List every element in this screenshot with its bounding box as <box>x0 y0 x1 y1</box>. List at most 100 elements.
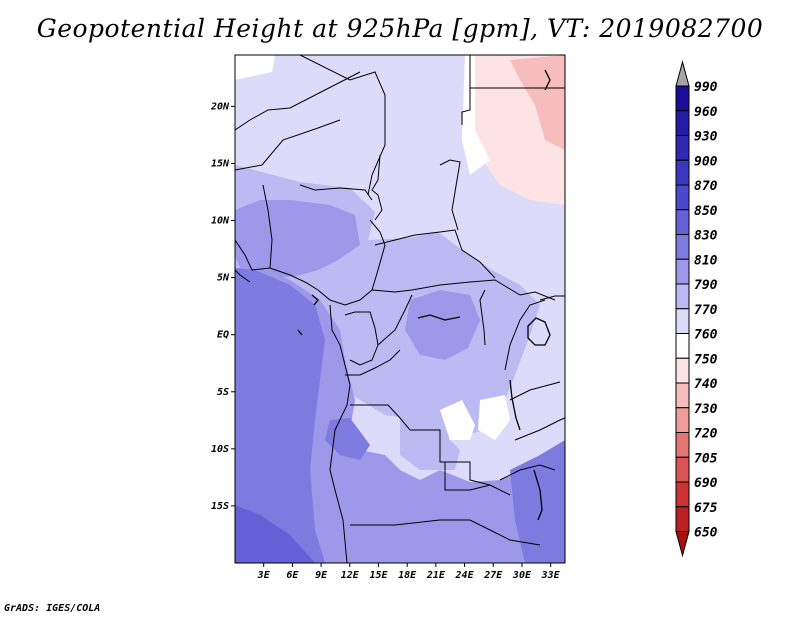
colorbar-cell <box>675 308 690 334</box>
border-nigeria-cameroon <box>369 219 386 291</box>
border-car-north <box>374 229 496 279</box>
colorbar-cell <box>675 234 690 260</box>
field-830-850-mozambique <box>510 440 565 563</box>
border-tanzania-north <box>509 381 561 401</box>
border-drc-east <box>479 289 486 346</box>
colorbar-cell <box>675 283 690 310</box>
y-tick-label: 15S <box>211 501 229 512</box>
field-830-850-atlantic <box>235 268 325 563</box>
red-sea-coast <box>544 69 551 91</box>
x-tick-label: 21E <box>426 570 446 581</box>
x-tick-label: 30E <box>512 570 532 581</box>
field-790-810-south-central <box>400 410 460 470</box>
colorbar-cell <box>675 110 690 136</box>
colorbar-cell <box>675 506 690 532</box>
colorbar: 990 960 930 900 870 850 830 810 790 770 760 750 740 7… <box>675 60 718 558</box>
field-850-870-southwest <box>235 505 315 563</box>
y-tick-label: 5N <box>217 273 230 284</box>
x-tick-label: 9E <box>315 570 328 581</box>
colorbar-cell <box>675 481 690 508</box>
lake-victoria <box>527 317 551 346</box>
x-tick-label: 24E <box>455 570 475 581</box>
congo-river-segment <box>417 314 461 321</box>
colorbar-top-arrow <box>675 60 690 87</box>
sao-tome-island <box>297 329 303 336</box>
lake-tanganyika <box>509 379 521 431</box>
height-field-shading <box>235 55 565 563</box>
x-tick-label: 3E <box>257 570 271 581</box>
border-car-south <box>371 279 556 301</box>
colorbar-label: 770 <box>694 303 718 318</box>
colorbar-cell <box>675 258 690 285</box>
border-niger-chad <box>299 55 386 196</box>
country-borders <box>235 55 565 563</box>
lake-malawi <box>533 469 543 521</box>
border-chad-sudan <box>439 159 461 231</box>
colorbar-cell <box>675 382 690 409</box>
colorbar-cell <box>675 85 690 112</box>
chart-title: Geopotential Height at 925hPa [gpm], VT:… <box>36 14 764 43</box>
x-tick-label: 15E <box>369 570 388 581</box>
x-axis-ticks: 3E 6E 9E 12E 15E 18E 21E 24E 27E 30E 33E <box>257 563 561 581</box>
colorbar-cell <box>675 456 690 483</box>
colorbar-label: 900 <box>694 154 718 169</box>
border-zambia-mozambique <box>499 464 556 481</box>
border-uganda-kenya <box>504 299 546 371</box>
colorbar-cell <box>675 184 690 211</box>
field-740-750-northeast <box>510 55 565 150</box>
field-760-770-northeast-edge <box>462 55 490 175</box>
y-tick-label: 10N <box>211 216 230 227</box>
border-gulf-of-guinea-coast <box>235 239 373 306</box>
border-benin <box>262 184 273 269</box>
colorbar-label: 650 <box>694 526 718 541</box>
lakes-and-islands <box>297 69 551 521</box>
field-810-830-west <box>235 200 360 280</box>
y-tick-label: 15N <box>211 158 230 169</box>
y-tick-label: 20N <box>210 101 230 112</box>
field-760-770-lake-region <box>440 400 475 440</box>
y-tick-label: EQ <box>217 330 229 341</box>
border-west-central-coast <box>329 304 351 563</box>
y-axis-ticks: 20N 15N 10N 5N EQ 5S 10S 15S <box>210 101 235 512</box>
x-tick-label: 27E <box>483 570 503 581</box>
x-tick-label: 12E <box>341 570 360 581</box>
border-nigeria-north <box>299 184 373 201</box>
colorbar-label: 760 <box>694 328 718 343</box>
x-tick-label: 18E <box>398 570 417 581</box>
x-tick-label: 6E <box>286 570 299 581</box>
colorbar-label: 930 <box>694 130 718 145</box>
border-congo-drc <box>377 294 413 346</box>
colorbar-bottom-arrow <box>675 531 690 558</box>
colorbar-cell <box>675 209 690 235</box>
colorbar-label: 690 <box>694 476 718 491</box>
field-760-770-east-highlands <box>478 395 510 440</box>
y-tick-label: 5S <box>217 387 229 398</box>
border-namibia-botswana <box>350 519 541 546</box>
field-760-770-west <box>235 55 275 80</box>
colorbar-label: 830 <box>694 229 718 244</box>
colorbar-label: 850 <box>694 204 718 219</box>
colorbar-label: 675 <box>694 501 718 516</box>
colorbar-label: 960 <box>694 105 718 120</box>
border-ethiopia <box>539 295 565 301</box>
border-mali-niger <box>235 71 361 131</box>
colorbar-cell <box>675 407 690 433</box>
colorbar-cell <box>675 135 690 161</box>
colorbar-label: 870 <box>694 179 718 194</box>
border-angola-drc <box>350 404 511 496</box>
x-tick-label: 33E <box>541 570 561 581</box>
border-lake-chad <box>371 154 383 221</box>
bioko-island <box>311 294 319 306</box>
border-cabinda <box>345 349 401 376</box>
field-810-830-congo <box>405 290 480 360</box>
colorbar-label: 705 <box>694 451 718 466</box>
colorbar-label: 990 <box>694 80 718 95</box>
colorbar-label: 740 <box>694 377 718 392</box>
grads-credit: GrADS: IGES/COLA <box>4 603 101 614</box>
border-liberia <box>235 269 251 283</box>
border-zambia-angola <box>444 462 491 491</box>
border-burkina <box>235 119 341 171</box>
colorbar-label: 750 <box>694 352 718 367</box>
border-libya-egypt <box>461 55 471 125</box>
